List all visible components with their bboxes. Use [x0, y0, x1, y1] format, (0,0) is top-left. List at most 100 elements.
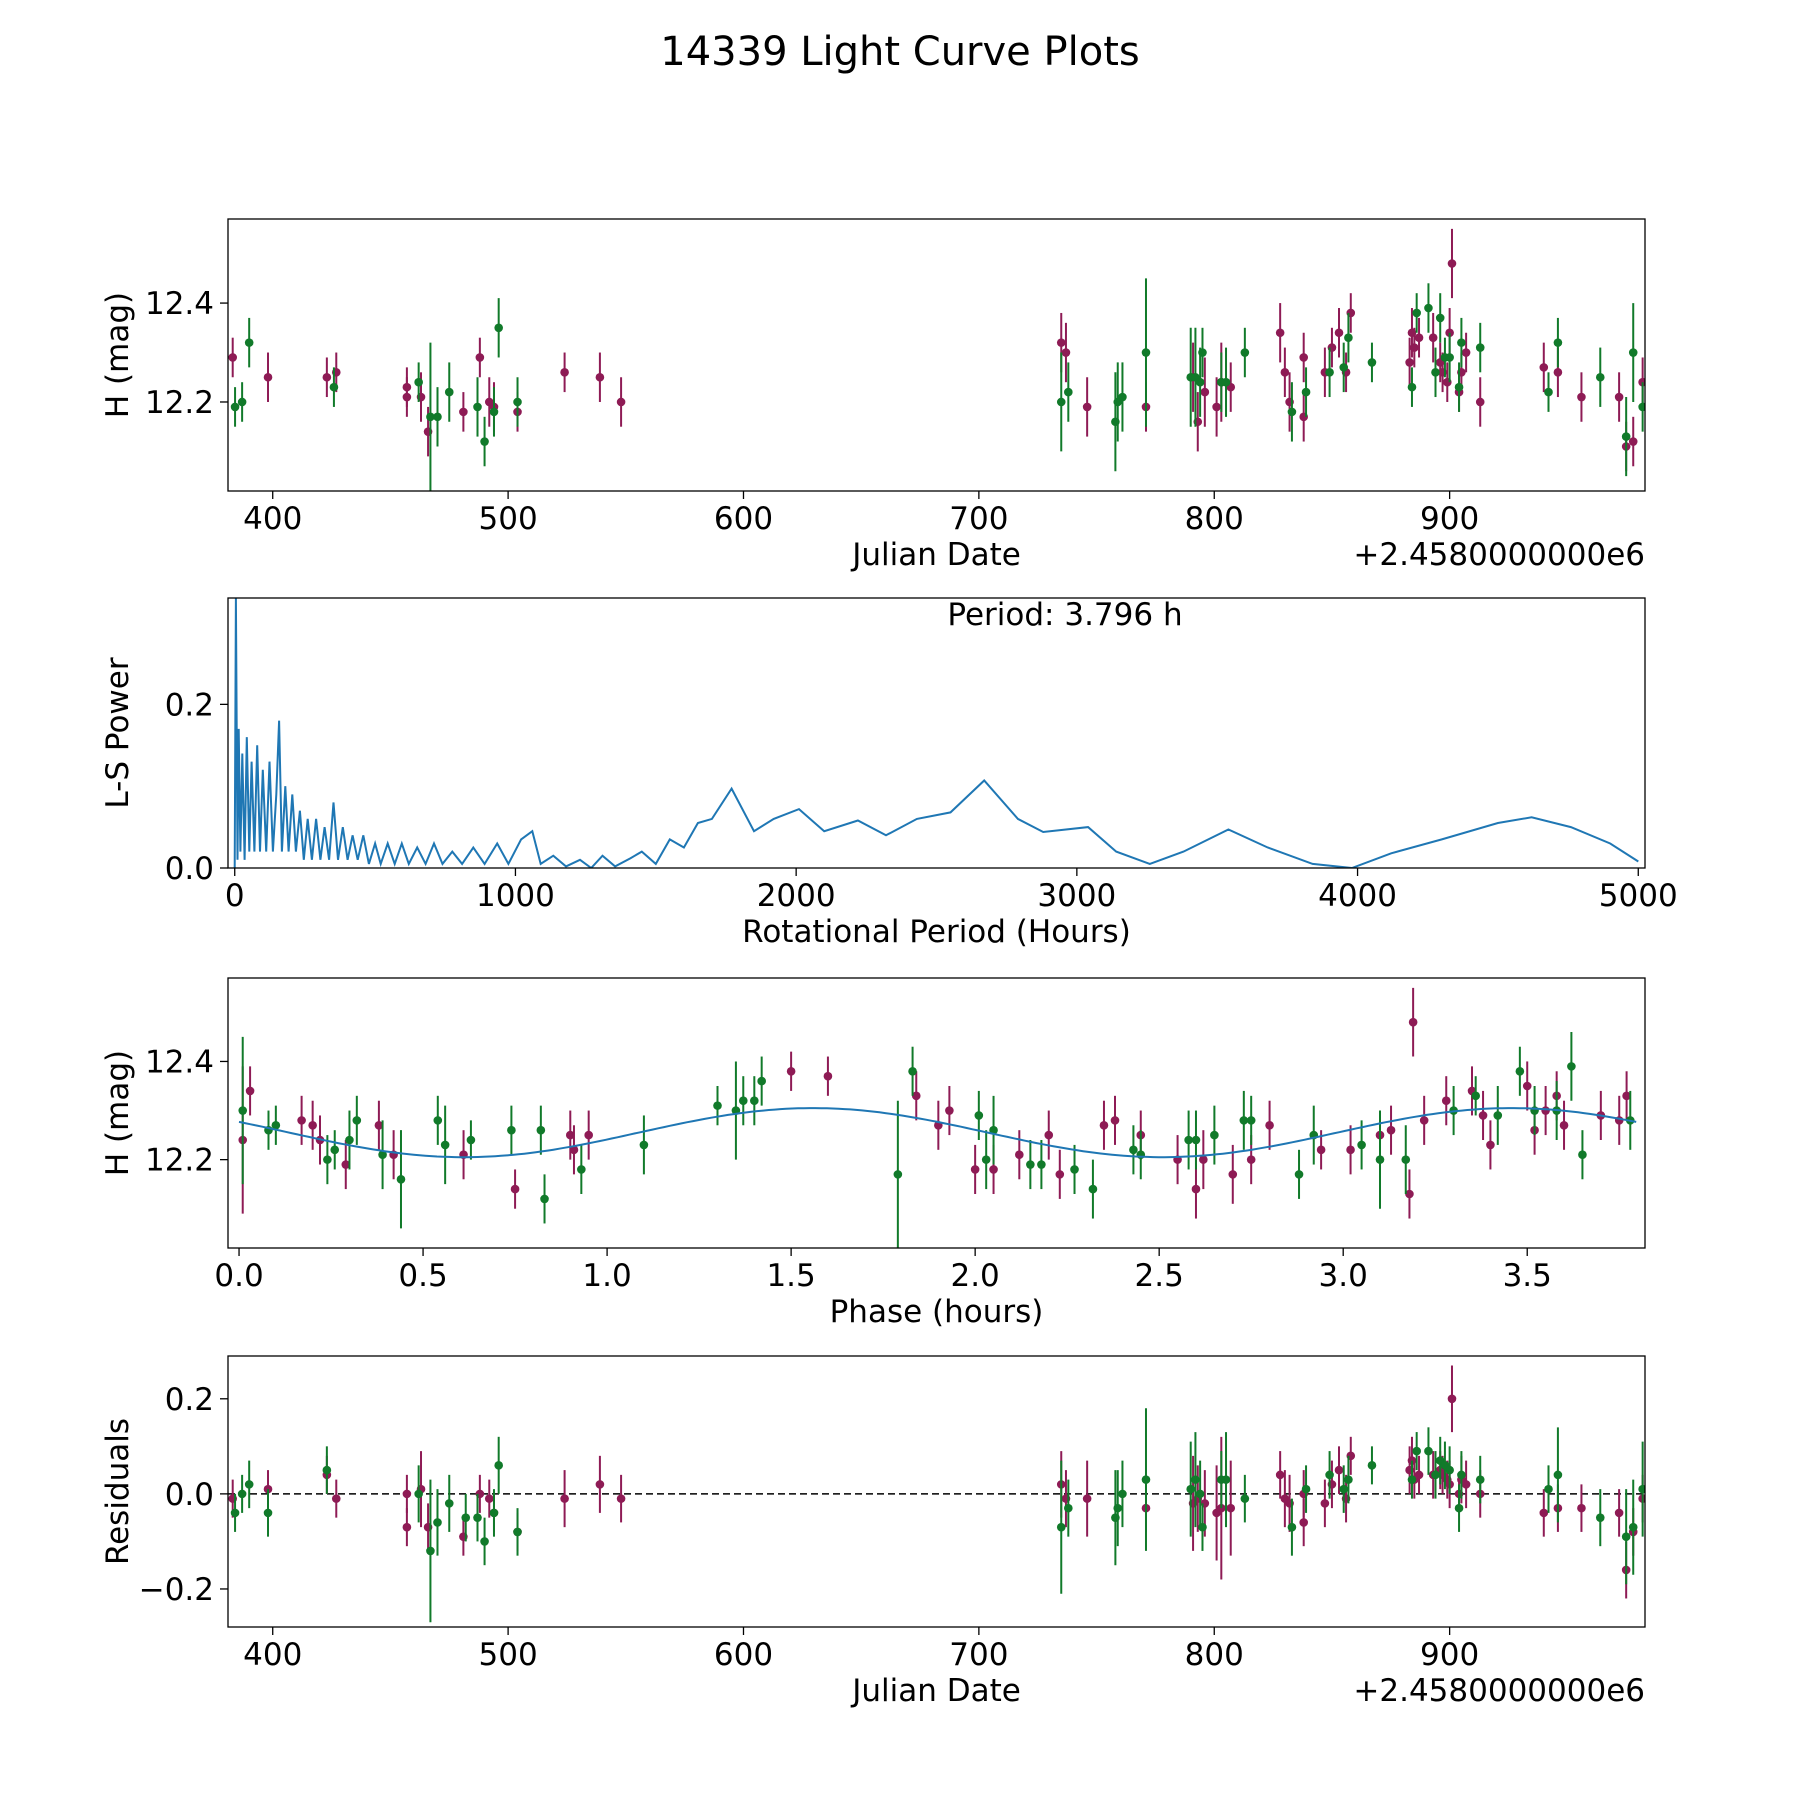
data-point: [1441, 1096, 1451, 1106]
data-point: [1407, 1475, 1417, 1484]
data-point: [1198, 348, 1207, 357]
data-point: [1061, 348, 1071, 357]
data-point: [1628, 437, 1638, 446]
data-point: [352, 1116, 362, 1125]
data-point: [540, 1194, 549, 1204]
data-point: [1559, 1120, 1569, 1130]
data-point: [974, 1111, 984, 1120]
data-point: [1577, 1503, 1586, 1513]
data-point: [1595, 1513, 1605, 1522]
axes-frame: [227, 218, 1646, 492]
data-point: [271, 1120, 281, 1130]
data-point: [1407, 382, 1417, 392]
y-tick-label: 0.2: [165, 687, 214, 723]
data-point: [1210, 1130, 1219, 1140]
data-point: [426, 1546, 435, 1556]
data-point: [244, 338, 254, 347]
data-point: [1294, 1170, 1304, 1179]
data-point: [1375, 1155, 1385, 1164]
x-tick-label: 900: [1420, 1637, 1479, 1673]
x-tick-label: 500: [479, 1637, 538, 1673]
data-point: [1478, 1111, 1488, 1120]
data-point: [1357, 1140, 1366, 1150]
x-tick-label: 700: [949, 501, 1008, 537]
data-point: [1221, 377, 1231, 387]
panel-1: 400 500 600 700 800 900 12.2 12.4 Julian Date H (…: [100, 218, 1646, 573]
data-point: [1424, 1446, 1433, 1456]
data-point: [1405, 1189, 1414, 1199]
x-axis-label: Julian Date: [850, 1673, 1021, 1709]
data-point: [565, 1130, 575, 1140]
data-point: [1221, 1475, 1231, 1484]
data-point: [981, 1155, 991, 1164]
data-point: [1638, 402, 1645, 412]
data-point: [1082, 1494, 1092, 1503]
data-point: [1445, 353, 1454, 362]
data-point: [1246, 1155, 1256, 1164]
data-point: [1622, 1091, 1631, 1101]
data-point: [1475, 1475, 1485, 1484]
data-point: [1191, 1184, 1201, 1194]
y-axis-label: L-S Power: [100, 657, 136, 808]
data-point: [238, 1106, 248, 1115]
data-point: [1486, 1140, 1495, 1150]
data-point: [494, 1461, 503, 1470]
data-point: [1367, 358, 1377, 367]
data-point: [1344, 333, 1353, 342]
data-point: [513, 1527, 522, 1537]
data-point: [560, 1494, 569, 1503]
data-point: [230, 1508, 240, 1518]
data-point: [1099, 1120, 1109, 1130]
panel-4: 400 500 600 700 800 900 −0.2 0.0 0.2 Julian Date R…: [100, 1355, 1646, 1709]
data-point: [489, 1508, 499, 1518]
data-point: [1200, 387, 1210, 397]
data-point: [1628, 348, 1638, 357]
data-point: [560, 368, 569, 377]
x-tick-label: 800: [1185, 1637, 1244, 1673]
data-point: [1325, 368, 1334, 377]
data-point: [738, 1096, 748, 1106]
data-point: [577, 1165, 586, 1174]
data-point: [1064, 1503, 1073, 1513]
data-point: [595, 1480, 605, 1489]
y-tick-label: 0.0: [165, 851, 214, 887]
data-point: [1553, 368, 1563, 377]
data-point: [1424, 303, 1433, 313]
data-point: [945, 1106, 954, 1115]
data-point: [1184, 1135, 1193, 1145]
data-point: [1240, 1494, 1250, 1503]
data-point: [536, 1125, 546, 1135]
data-point: [1191, 1135, 1201, 1145]
x-axis-label: Rotational Period (Hours): [742, 914, 1131, 950]
data-point: [1056, 338, 1066, 347]
data-point: [1199, 1155, 1208, 1164]
data-point: [1386, 1125, 1396, 1135]
x-tick-label: 4000: [1318, 878, 1397, 914]
data-point: [1334, 1465, 1344, 1475]
data-point: [1088, 1184, 1098, 1194]
data-point: [1410, 343, 1419, 352]
x-tick-label: 1.0: [582, 1258, 631, 1294]
data-point: [345, 1135, 354, 1145]
data-point: [1195, 377, 1205, 387]
data-point: [1621, 1532, 1631, 1541]
data-point: [1419, 1116, 1429, 1125]
x-tick-label: 900: [1420, 501, 1479, 537]
data-point: [297, 1116, 306, 1125]
data-point: [402, 1522, 412, 1532]
y-tick-label: 12.2: [145, 385, 214, 421]
data-point: [1240, 348, 1250, 357]
data-point: [1301, 1484, 1311, 1494]
data-point: [1129, 1145, 1138, 1155]
data-point: [1118, 392, 1127, 402]
plot-area: [233, 598, 1639, 868]
x-offset-label: +2.4580000000e6: [1353, 537, 1645, 573]
series-filter-green: [230, 1408, 1645, 1623]
y-tick-label: 12.4: [145, 1044, 214, 1080]
data-point: [341, 1160, 351, 1169]
data-point: [1435, 313, 1445, 323]
data-point: [480, 1537, 489, 1546]
data-point: [473, 402, 482, 412]
data-point: [1118, 1489, 1127, 1499]
x-offset-label: +2.4580000000e6: [1353, 1673, 1645, 1709]
